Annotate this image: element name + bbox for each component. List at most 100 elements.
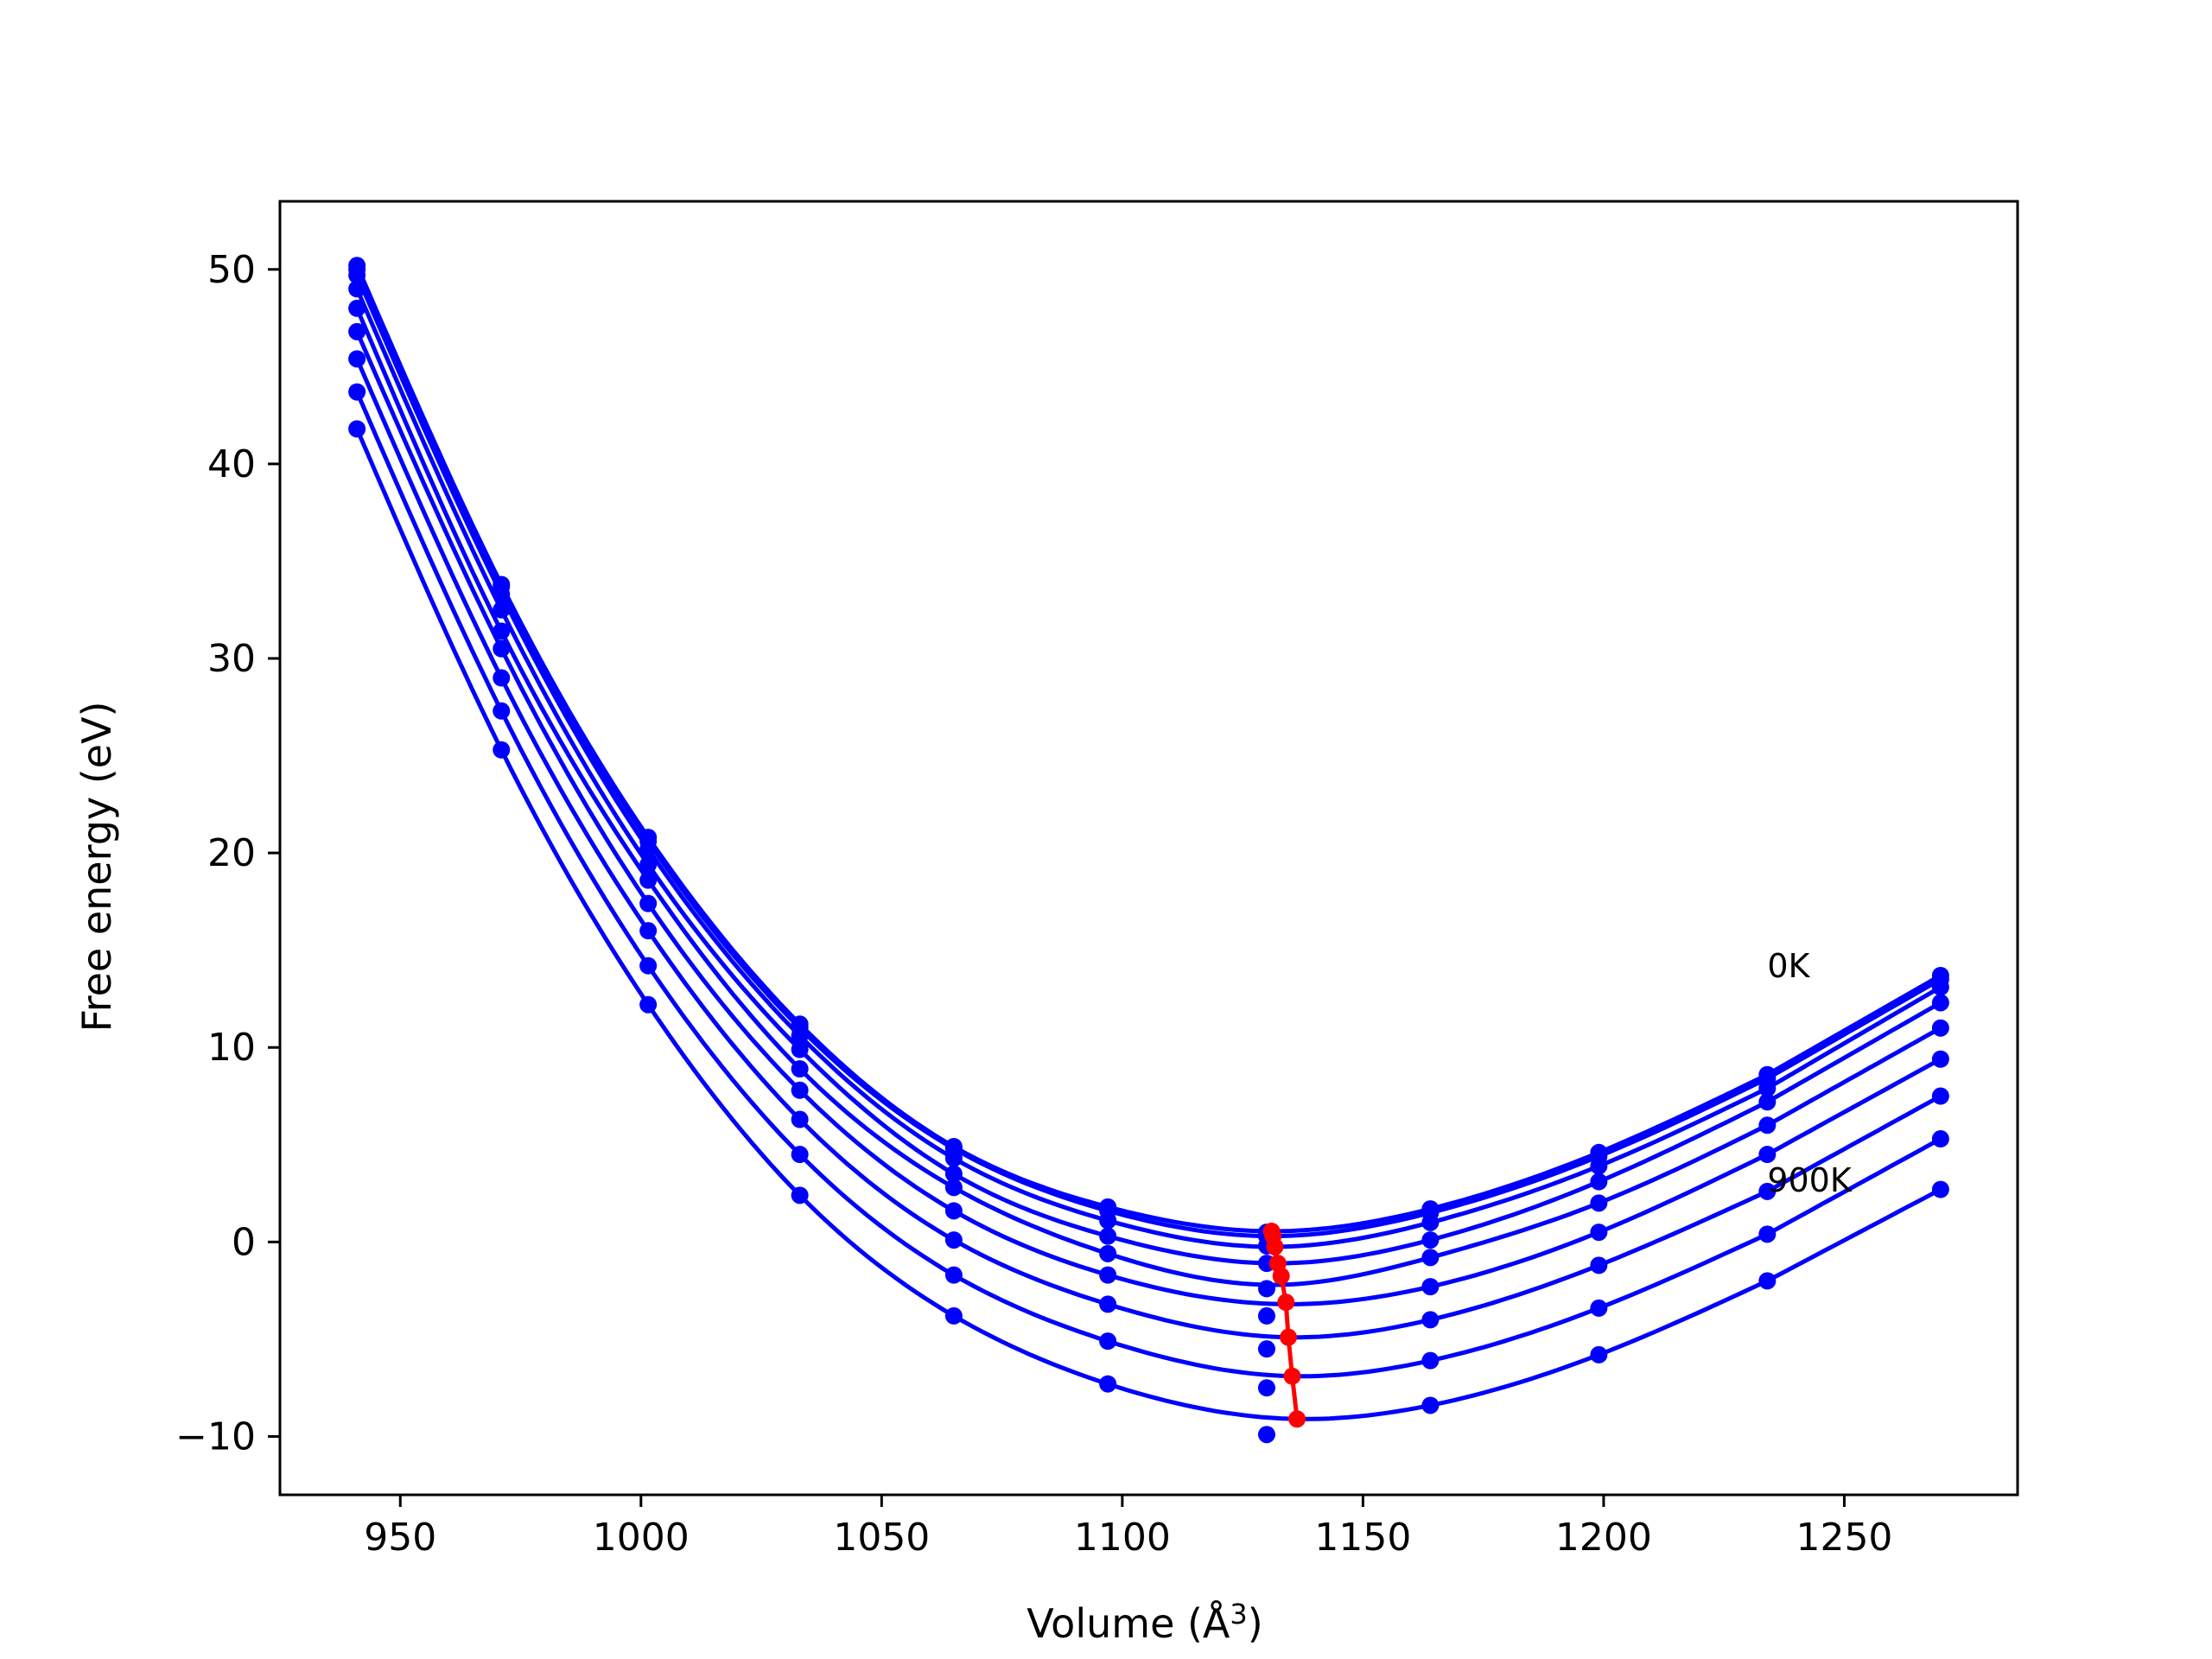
point-s8-2 [639, 995, 658, 1014]
point-s6-1 [493, 669, 511, 687]
x-tick-label-6: 1250 [1796, 1516, 1892, 1560]
point-s3-5 [1099, 1227, 1117, 1245]
point-s6-7 [1421, 1311, 1440, 1329]
plot-area [278, 200, 2019, 1497]
point-s4-1 [493, 622, 511, 640]
point-s7-5 [1099, 1332, 1117, 1351]
point-s5-8 [1590, 1224, 1608, 1242]
curve-7 [354, 391, 1937, 1379]
annotation-0: 0K [1767, 947, 1810, 985]
point-s3-0 [348, 280, 366, 298]
point-s3-9 [1758, 1093, 1777, 1111]
point-s2-3 [791, 1027, 809, 1045]
annotation-1: 900K [1767, 1161, 1853, 1199]
fitted-curves [354, 264, 1937, 1421]
point-s5-1 [493, 639, 511, 658]
y-tick-label-4: 30 [207, 637, 256, 681]
point-s8-10 [1931, 1180, 1949, 1198]
point-s6-10 [1931, 1087, 1949, 1105]
point-s2-4 [944, 1149, 963, 1167]
x-axis-title-close: ) [1248, 1600, 1263, 1647]
y-axis-title: Free energy (eV) [73, 702, 120, 1033]
point-s6-2 [639, 922, 658, 940]
point-s3-7 [1421, 1231, 1440, 1249]
point-s7-8 [1590, 1299, 1608, 1317]
point-s4-6 [1257, 1280, 1275, 1298]
curve-3 [354, 288, 1937, 1266]
point-s6-9 [1758, 1182, 1777, 1200]
point-s4-9 [1758, 1116, 1777, 1135]
point-s4-3 [791, 1060, 809, 1078]
point-s4-7 [1421, 1249, 1440, 1267]
point-s7-3 [791, 1146, 809, 1164]
point-s2-2 [639, 840, 658, 858]
x-axis-title-sup: 3 [1230, 1598, 1247, 1630]
point-s2-0 [348, 266, 366, 284]
point-s7-1 [493, 702, 511, 720]
point-s5-5 [1099, 1266, 1117, 1284]
point-s7-10 [1931, 1130, 1949, 1148]
point-s4-8 [1590, 1194, 1608, 1212]
point-s2-1 [493, 585, 511, 603]
point-s6-5 [1099, 1295, 1117, 1313]
point-s3-2 [639, 855, 658, 874]
point-s7-4 [944, 1266, 963, 1284]
minima-point-6 [1280, 1328, 1298, 1346]
point-s7-0 [348, 383, 366, 401]
point-s5-9 [1758, 1146, 1777, 1164]
data-points [348, 257, 1949, 1444]
point-s2-10 [1931, 978, 1949, 996]
point-s8-8 [1590, 1345, 1608, 1363]
minima-point-8 [1288, 1410, 1306, 1428]
point-s5-10 [1931, 1050, 1949, 1068]
point-s5-4 [944, 1202, 963, 1220]
point-s4-4 [944, 1179, 963, 1197]
point-s4-0 [348, 299, 366, 317]
plot-frame [278, 200, 2019, 1497]
y-tick-label-3: 20 [207, 831, 256, 875]
point-s7-6 [1257, 1379, 1275, 1397]
point-s2-5 [1099, 1211, 1117, 1230]
point-s5-7 [1421, 1278, 1440, 1296]
point-s6-3 [791, 1110, 809, 1128]
point-s2-7 [1421, 1213, 1440, 1231]
y-tick-label-0: −10 [175, 1414, 256, 1459]
minima-point-4 [1272, 1267, 1290, 1285]
y-tick-label-1: 0 [232, 1220, 256, 1264]
x-axis-title-main: Volume (Å [1027, 1600, 1230, 1647]
y-tick-label-6: 50 [207, 248, 256, 292]
point-s5-3 [791, 1081, 809, 1099]
minima-point-2 [1266, 1237, 1284, 1255]
point-s5-0 [348, 322, 366, 340]
y-tick-label-5: 40 [207, 442, 256, 486]
x-axis-title: Volume (Å3) [1027, 1598, 1262, 1647]
point-s8-0 [348, 420, 366, 438]
point-s5-6 [1257, 1306, 1275, 1325]
point-s4-5 [1099, 1244, 1117, 1262]
curve-4 [354, 307, 1937, 1287]
point-s6-4 [944, 1231, 963, 1249]
point-s6-6 [1257, 1340, 1275, 1358]
point-s3-8 [1590, 1173, 1608, 1191]
point-s4-10 [1931, 1019, 1949, 1037]
point-s6-8 [1590, 1256, 1608, 1274]
point-s7-2 [639, 957, 658, 975]
y-tick-label-2: 10 [207, 1026, 256, 1070]
annotations: 0K 900K [1767, 947, 1853, 1199]
point-s4-2 [639, 871, 658, 889]
point-s2-8 [1590, 1157, 1608, 1175]
x-tick-label-4: 1150 [1314, 1516, 1411, 1560]
point-s3-4 [944, 1165, 963, 1183]
point-s8-6 [1257, 1426, 1275, 1444]
point-s3-1 [493, 601, 511, 619]
x-tick-label-5: 1200 [1555, 1516, 1652, 1560]
point-s8-5 [1099, 1375, 1117, 1393]
minima-line [1262, 1222, 1306, 1428]
point-s2-9 [1758, 1079, 1777, 1097]
curve-6 [354, 358, 1937, 1340]
curve-8 [354, 428, 1937, 1421]
y-axis: −10 0 10 20 30 40 50 [175, 248, 280, 1459]
point-s6-0 [348, 350, 366, 368]
